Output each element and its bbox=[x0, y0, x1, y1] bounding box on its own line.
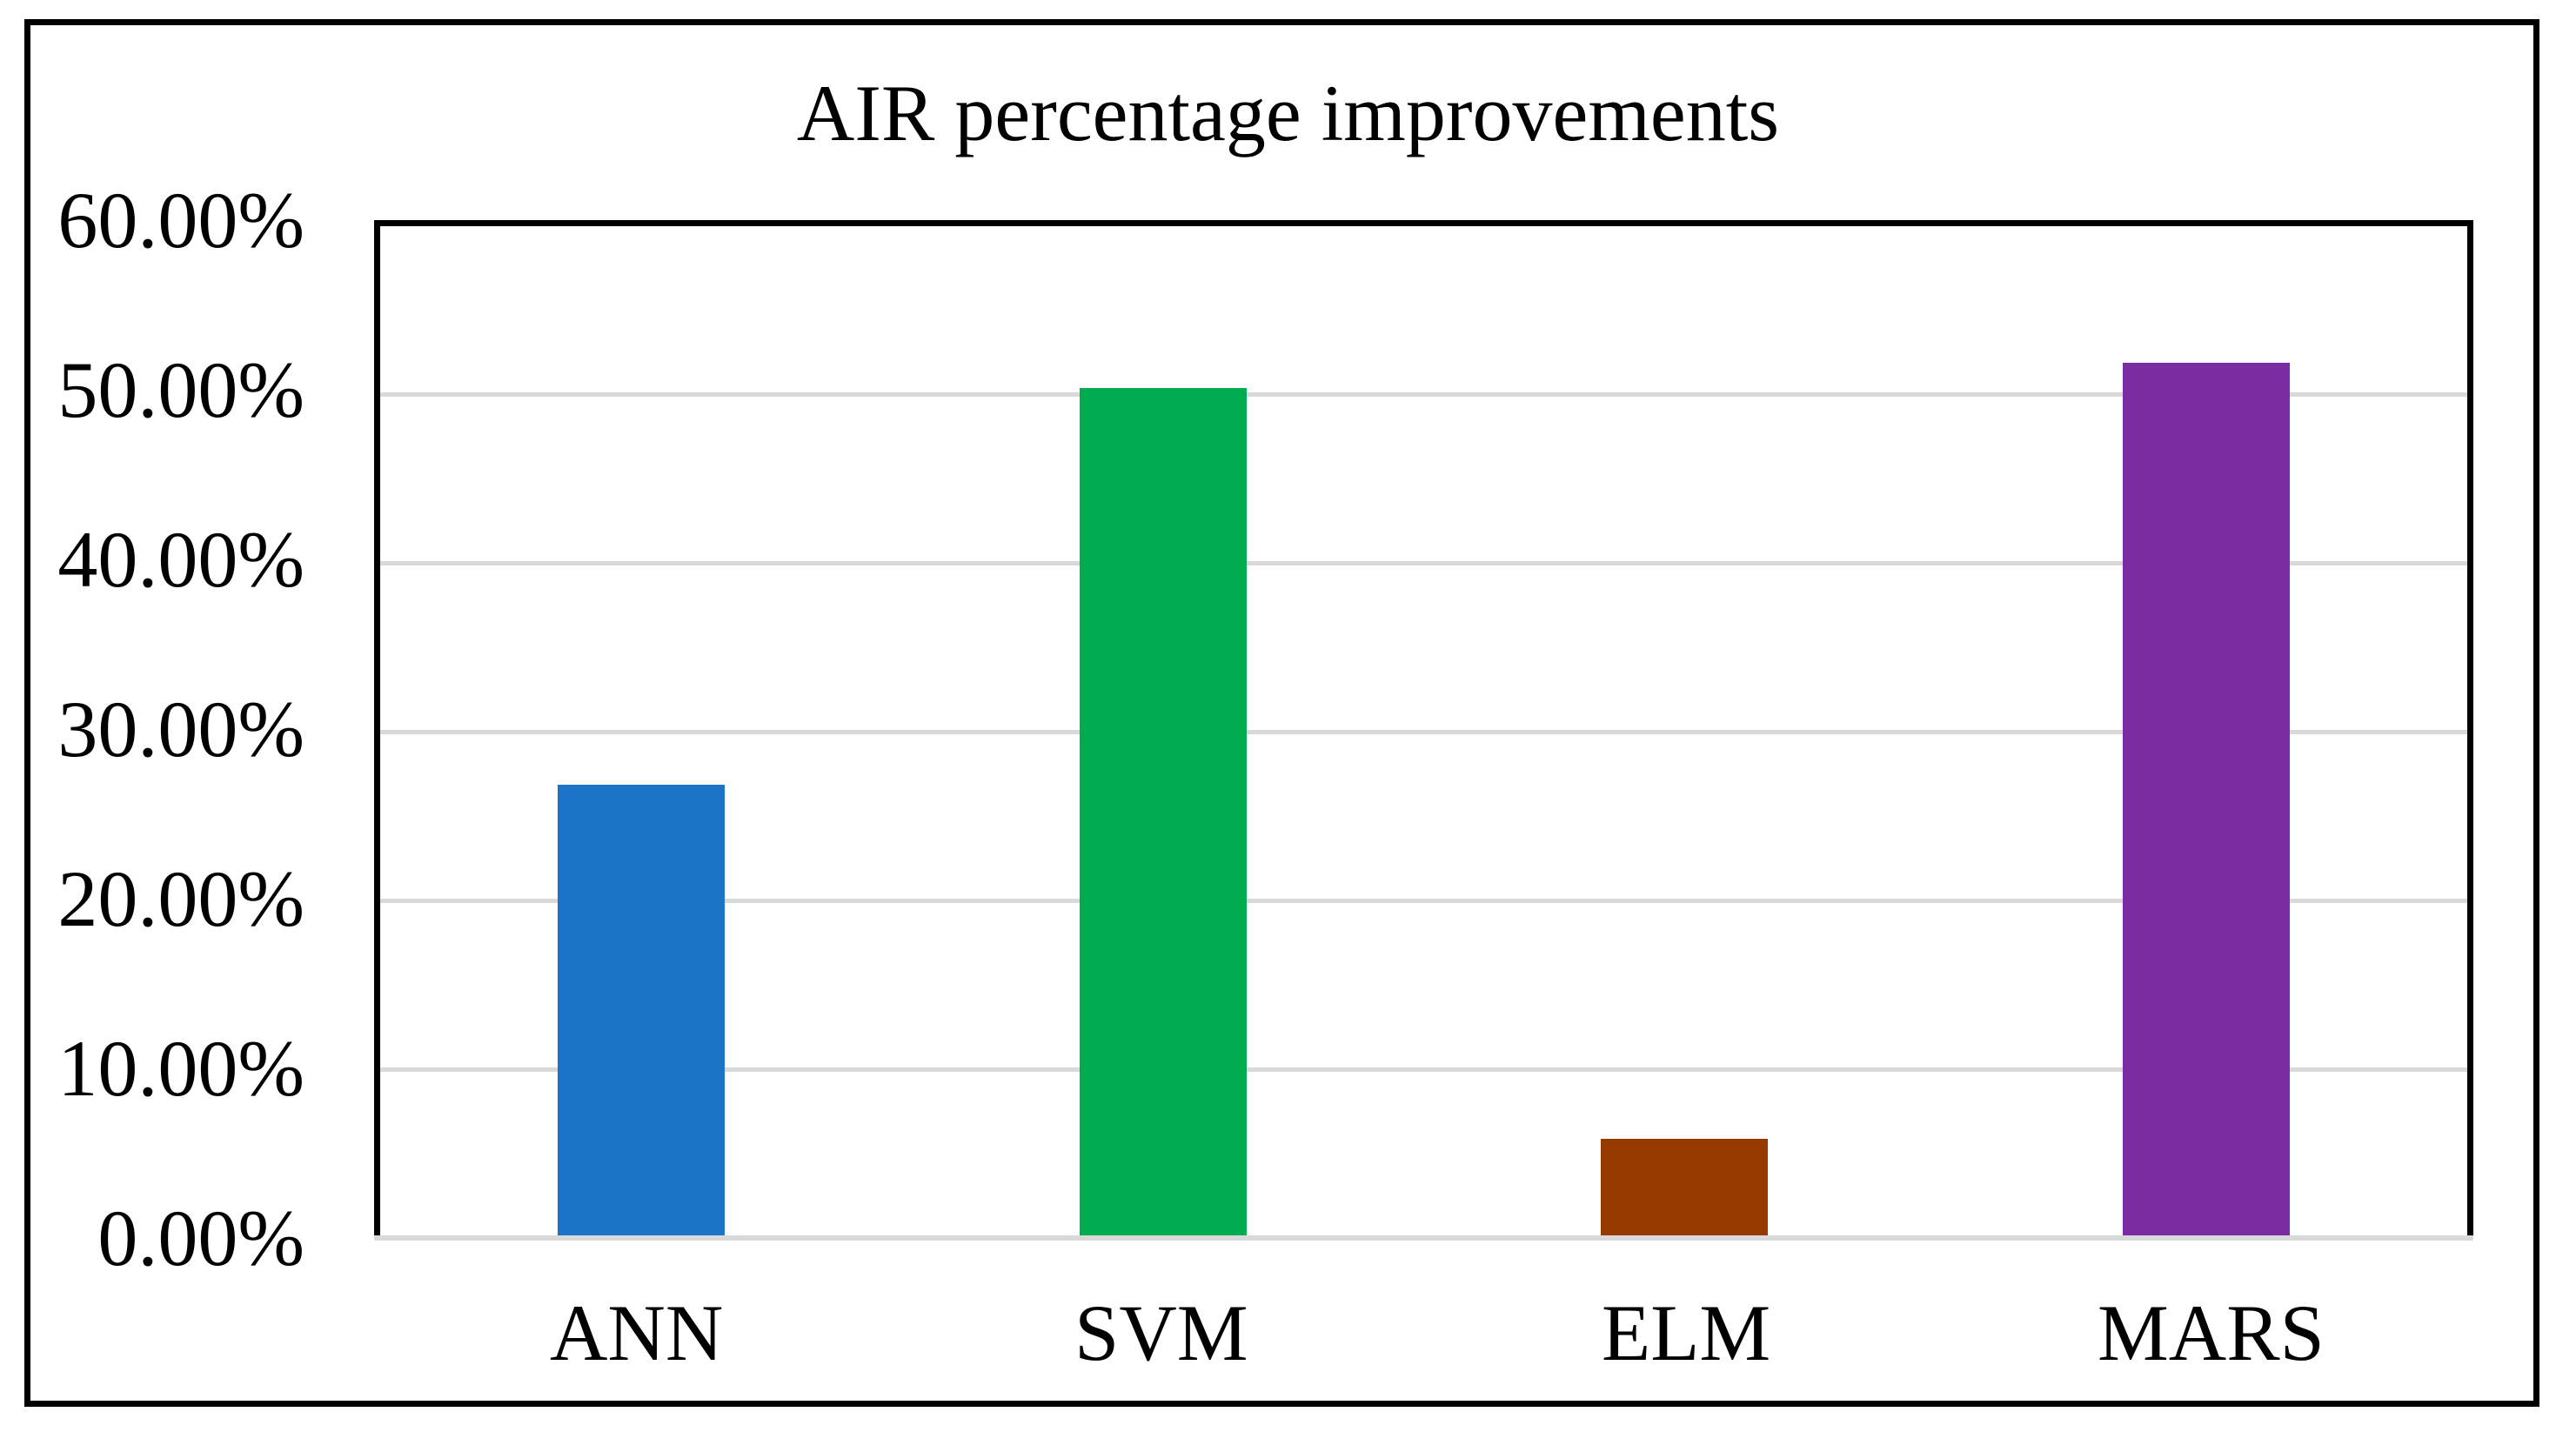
gridline-50.00% bbox=[380, 392, 2467, 398]
y-tick-label-30.00%: 30.00% bbox=[57, 685, 304, 773]
x-axis-labels: ANN SVM ELM MARS bbox=[374, 1272, 2473, 1394]
x-category-label-mars: MARS bbox=[2097, 1288, 2325, 1377]
x-category-label-svm: SVM bbox=[1074, 1288, 1248, 1377]
gridline-20.00% bbox=[380, 898, 2467, 903]
bar-elm bbox=[1601, 1138, 1769, 1238]
y-axis-labels: 0.00% 10.00% 20.00% 30.00% 40.00% 50.00% 60.00… bbox=[26, 180, 304, 1278]
x-axis-line bbox=[374, 1235, 2473, 1241]
gridline-10.00% bbox=[380, 1067, 2467, 1072]
x-category-label-elm: ELM bbox=[1602, 1288, 1771, 1377]
y-tick-label-0.00%: 0.00% bbox=[97, 1194, 304, 1282]
x-category-label-ann: ANN bbox=[549, 1288, 724, 1377]
y-tick-label-40.00%: 40.00% bbox=[57, 515, 304, 604]
plot-area bbox=[374, 220, 2473, 1241]
gridline-40.00% bbox=[380, 561, 2467, 566]
gridline-30.00% bbox=[380, 730, 2467, 734]
bar-svm bbox=[1079, 388, 1247, 1238]
y-tick-label-50.00%: 50.00% bbox=[57, 345, 304, 434]
y-tick-label-60.00%: 60.00% bbox=[57, 176, 304, 264]
bar-ann bbox=[557, 784, 725, 1238]
y-tick-label-10.00%: 10.00% bbox=[57, 1024, 304, 1113]
chart-title: AIR percentage improvements bbox=[796, 69, 1780, 157]
bar-mars bbox=[2123, 363, 2291, 1238]
y-tick-label-20.00%: 20.00% bbox=[57, 854, 304, 943]
